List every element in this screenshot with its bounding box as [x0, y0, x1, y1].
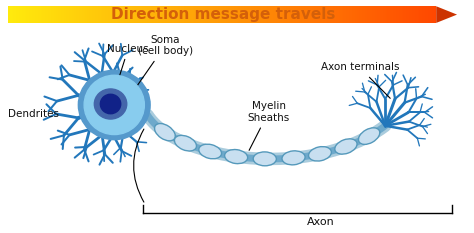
- Text: Soma
(cell body): Soma (cell body): [137, 35, 193, 86]
- Ellipse shape: [155, 123, 175, 141]
- Polygon shape: [436, 6, 457, 23]
- Ellipse shape: [84, 75, 145, 135]
- Ellipse shape: [174, 135, 197, 151]
- Text: Direction message travels: Direction message travels: [111, 7, 335, 22]
- Ellipse shape: [199, 144, 221, 159]
- Ellipse shape: [335, 139, 357, 154]
- Ellipse shape: [78, 70, 150, 140]
- Text: Myelin
Sheaths: Myelin Sheaths: [247, 101, 290, 150]
- Ellipse shape: [358, 128, 380, 144]
- Text: Nucleus: Nucleus: [107, 44, 149, 101]
- Ellipse shape: [309, 147, 331, 161]
- Ellipse shape: [282, 151, 305, 165]
- Ellipse shape: [253, 152, 276, 166]
- Ellipse shape: [100, 94, 121, 114]
- Text: Axon terminals: Axon terminals: [320, 62, 399, 98]
- Ellipse shape: [94, 89, 127, 119]
- Text: Dendrites: Dendrites: [8, 109, 59, 119]
- Ellipse shape: [225, 150, 247, 164]
- Text: Axon: Axon: [307, 216, 335, 226]
